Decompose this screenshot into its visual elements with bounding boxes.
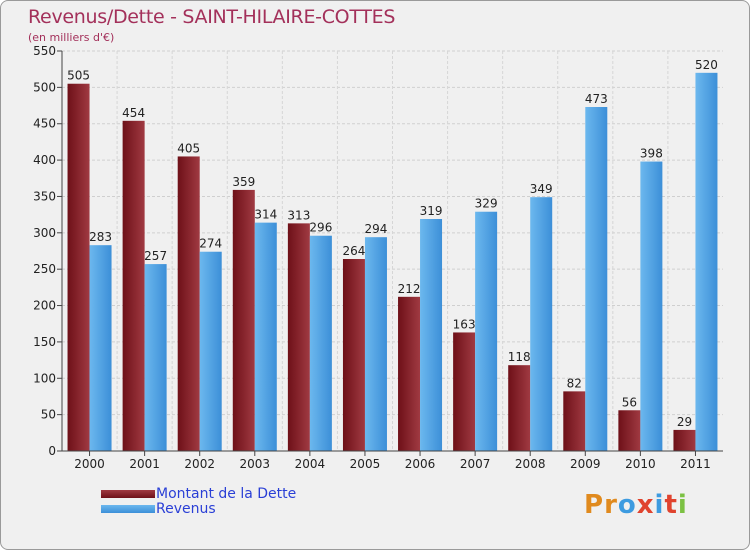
y-tick-label: 150 bbox=[33, 335, 56, 349]
y-tick-label: 550 bbox=[33, 44, 56, 58]
proxiti-logo: Proxiti bbox=[584, 490, 688, 520]
bar-dette bbox=[563, 391, 586, 451]
data-label-dette: 56 bbox=[622, 395, 637, 409]
bar-revenus bbox=[364, 237, 387, 451]
bar-revenus bbox=[89, 245, 112, 451]
data-label-revenus: 294 bbox=[365, 222, 388, 236]
data-label-revenus: 329 bbox=[475, 197, 498, 211]
bar-dette bbox=[453, 332, 476, 451]
legend-label-dette: Montant de la Dette bbox=[156, 486, 297, 502]
bar-revenus bbox=[585, 107, 608, 451]
y-tick-label: 200 bbox=[33, 299, 56, 313]
grid-lines bbox=[62, 50, 723, 452]
bar-revenus bbox=[695, 72, 718, 452]
chart-title: Revenus/Dette - SAINT-HILAIRE-COTTES bbox=[28, 6, 396, 28]
data-label-revenus: 296 bbox=[309, 221, 332, 235]
x-tick-label: 2009 bbox=[570, 457, 601, 471]
x-tick-label: 2005 bbox=[350, 457, 381, 471]
x-tick-label: 2003 bbox=[240, 457, 271, 471]
data-label-revenus: 473 bbox=[585, 92, 608, 106]
data-label-dette: 212 bbox=[398, 282, 421, 296]
data-label-revenus: 257 bbox=[144, 249, 167, 263]
bar-dette bbox=[67, 83, 90, 452]
legend-swatch-revenus bbox=[101, 505, 155, 513]
data-label-dette: 264 bbox=[343, 244, 366, 258]
data-label-revenus: 314 bbox=[254, 208, 277, 222]
data-label-dette: 359 bbox=[232, 175, 255, 189]
data-label-dette: 505 bbox=[67, 69, 90, 83]
bar-revenus bbox=[254, 222, 277, 451]
y-tick-label: 100 bbox=[33, 371, 56, 385]
x-tick-label: 2008 bbox=[515, 457, 546, 471]
x-tick-label: 2011 bbox=[680, 457, 711, 471]
bar-dette bbox=[287, 223, 310, 451]
chart-subtitle: (en milliers d'€) bbox=[28, 31, 115, 44]
bar-dette bbox=[342, 259, 365, 451]
bar-revenus bbox=[144, 264, 167, 451]
legend-label-revenus: Revenus bbox=[156, 501, 216, 517]
y-tick-label: 350 bbox=[33, 189, 56, 203]
x-tick-label: 2001 bbox=[129, 457, 160, 471]
data-label-dette: 454 bbox=[122, 106, 145, 120]
data-label-revenus: 319 bbox=[420, 204, 443, 218]
bar-revenus bbox=[199, 251, 222, 451]
data-label-revenus: 349 bbox=[530, 182, 553, 196]
x-axis: 2000 2001 2002 2003 2004 2005 2006 2007 2008 2009… bbox=[62, 450, 723, 471]
data-label-revenus: 274 bbox=[199, 237, 222, 251]
x-tick-label: 2000 bbox=[74, 457, 105, 471]
bar-revenus bbox=[640, 161, 663, 451]
x-tick-label: 2010 bbox=[625, 457, 656, 471]
bar-dette bbox=[177, 156, 200, 452]
bar-dette bbox=[232, 189, 255, 451]
data-label-dette: 82 bbox=[567, 376, 582, 390]
x-tick-label: 2007 bbox=[460, 457, 491, 471]
y-axis: 0 50 100 150 200 250 300 350 400 450 500 550 bbox=[33, 44, 63, 458]
bar-revenus bbox=[530, 197, 553, 451]
data-label-dette: 163 bbox=[453, 317, 476, 331]
y-tick-label: 400 bbox=[33, 153, 56, 167]
bar-dette bbox=[122, 120, 145, 452]
data-label-dette: 313 bbox=[287, 208, 310, 222]
data-label-revenus: 520 bbox=[695, 58, 718, 72]
bar-revenus bbox=[475, 211, 498, 451]
bar-dette bbox=[508, 365, 531, 451]
y-tick-label: 300 bbox=[33, 226, 56, 240]
bar-revenus bbox=[309, 235, 332, 451]
data-label-revenus: 398 bbox=[640, 147, 663, 161]
legend-swatch-dette bbox=[101, 490, 155, 498]
data-label-dette: 118 bbox=[508, 350, 531, 364]
y-tick-label: 450 bbox=[33, 117, 56, 131]
x-tick-label: 2006 bbox=[405, 457, 436, 471]
bar-dette bbox=[398, 296, 421, 451]
y-tick-label: 50 bbox=[41, 408, 56, 422]
x-tick-label: 2004 bbox=[295, 457, 326, 471]
x-tick-label: 2002 bbox=[184, 457, 215, 471]
bar-revenus bbox=[420, 219, 443, 451]
bar-dette bbox=[618, 410, 641, 451]
y-tick-label: 250 bbox=[33, 262, 56, 276]
y-tick-label: 500 bbox=[33, 80, 56, 94]
data-label-dette: 29 bbox=[677, 415, 692, 429]
data-label-dette: 405 bbox=[177, 141, 200, 155]
data-label-revenus: 283 bbox=[89, 230, 112, 244]
y-tick-label: 0 bbox=[48, 444, 56, 458]
bar-dette bbox=[673, 429, 696, 451]
